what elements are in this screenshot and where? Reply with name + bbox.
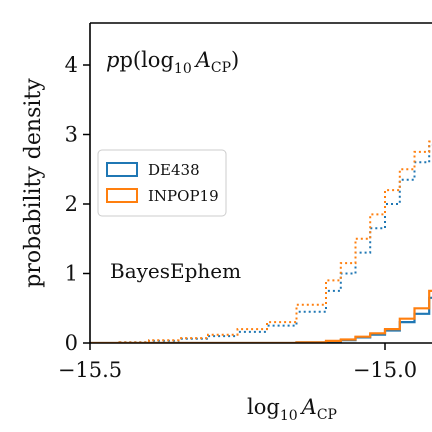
- y-tick-label: 3: [65, 123, 78, 147]
- x-tick-label: −15.5: [58, 358, 122, 382]
- tick-layer: 0 1 2 3 4 −15.5 −15.0: [58, 53, 417, 382]
- pdf-annotation: pp(log10 ACP): [106, 48, 239, 77]
- x-axis-label: log10 ACP: [247, 395, 337, 424]
- y-tick-label: 4: [65, 53, 78, 77]
- series-inpop19-bayesephem-line: [90, 140, 432, 343]
- y-tick-label: 1: [65, 262, 78, 286]
- y-tick-label: 2: [65, 192, 78, 216]
- y-tick-label: 0: [65, 331, 78, 355]
- pdf-annotation-prefix: p(log: [119, 48, 173, 72]
- legend-swatch-inpop19: [106, 188, 138, 203]
- y-axis-label: probability density: [21, 78, 46, 288]
- legend-box: [97, 149, 227, 217]
- x-tick-label: −15.0: [353, 358, 417, 382]
- model-annotation: BayesEphem: [110, 259, 241, 283]
- legend-label-de438: DE438: [148, 161, 200, 179]
- series-de438-bayesephem-line: [90, 143, 432, 343]
- legend-label-inpop19: INPOP19: [148, 187, 219, 205]
- legend-swatch-de438: [106, 162, 138, 177]
- legend: DE438 INPOP19: [97, 149, 227, 217]
